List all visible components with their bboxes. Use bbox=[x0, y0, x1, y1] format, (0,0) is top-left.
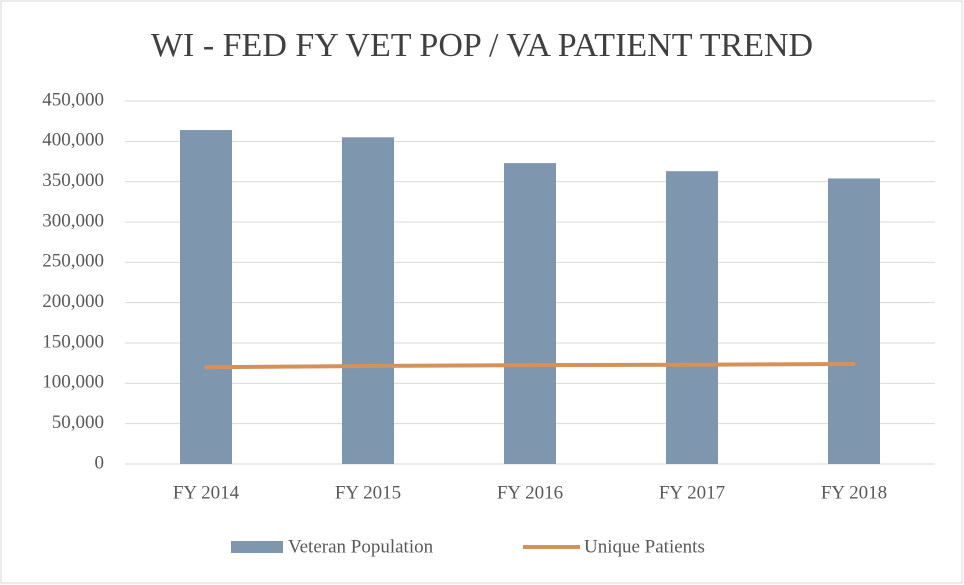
bar bbox=[180, 130, 232, 465]
y-tick-label: 250,000 bbox=[42, 251, 104, 272]
y-tick-label: 200,000 bbox=[42, 291, 104, 312]
legend-label: Unique Patients bbox=[584, 536, 705, 557]
y-tick-label: 450,000 bbox=[42, 89, 104, 110]
y-tick-label: 0 bbox=[95, 452, 105, 473]
y-tick-label: 50,000 bbox=[52, 412, 104, 433]
bar bbox=[666, 171, 718, 464]
y-tick-label: 400,000 bbox=[42, 130, 104, 151]
chart-title: WI - FED FY VET POP / VA PATIENT TREND bbox=[151, 27, 813, 64]
bar bbox=[342, 137, 394, 465]
y-tick-label: 300,000 bbox=[42, 210, 104, 231]
x-tick-label: FY 2017 bbox=[659, 482, 725, 503]
line bbox=[204, 361, 856, 370]
y-tick-label: 100,000 bbox=[42, 372, 104, 393]
y-tick-label: 150,000 bbox=[42, 331, 104, 352]
x-tick-label: FY 2018 bbox=[821, 482, 887, 503]
legend-label: Veteran Population bbox=[288, 536, 434, 557]
bar bbox=[504, 163, 556, 464]
x-tick-label: FY 2014 bbox=[173, 482, 240, 503]
bar bbox=[828, 178, 880, 464]
y-tick-label: 350,000 bbox=[42, 170, 104, 191]
x-tick-label: FY 2016 bbox=[497, 482, 563, 503]
legend-swatch bbox=[231, 541, 283, 553]
x-tick-label: FY 2015 bbox=[335, 482, 401, 503]
